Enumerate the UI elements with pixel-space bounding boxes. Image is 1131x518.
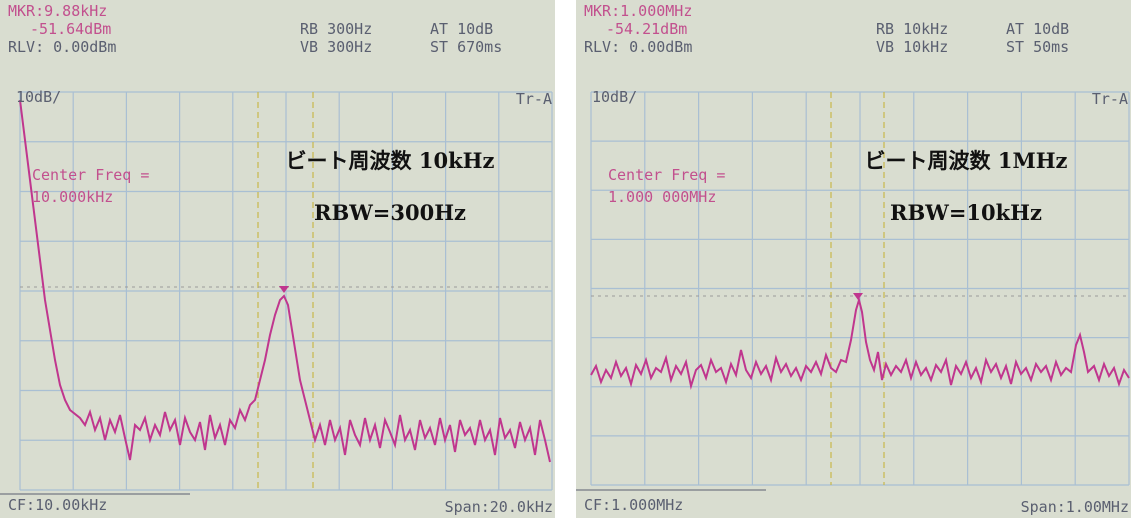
caption: RBW=300Hz <box>314 200 466 225</box>
marker-frequency: MKR:1.000MHz <box>584 2 692 20</box>
resolution-bandwidth: RB 300Hz <box>300 20 372 38</box>
center-frequency: CF:10.00kHz <box>8 496 107 514</box>
screen-bg <box>576 0 1131 518</box>
center-freq-label: Center Freq = <box>608 166 725 184</box>
trace-label: Tr-A <box>516 90 552 108</box>
marker-frequency: MKR:9.88kHz <box>8 2 107 20</box>
marker-level: -54.21dBm <box>606 20 687 38</box>
marker-level: -51.64dBm <box>30 20 111 38</box>
sweep-time: ST 50ms <box>1006 38 1069 56</box>
center-frequency: CF:1.000MHz <box>584 496 683 514</box>
scale: 10dB/ <box>592 88 637 106</box>
center-freq-label: Center Freq = <box>32 166 149 184</box>
scale: 10dB/ <box>16 88 61 106</box>
reference-level: RLV: 0.00dBm <box>584 38 692 56</box>
center-freq-value: 1.000 000MHz <box>608 188 716 206</box>
caption: ビート周波数 10kHz <box>286 148 495 173</box>
sweep-time: ST 670ms <box>430 38 502 56</box>
reference-level: RLV: 0.00dBm <box>8 38 116 56</box>
attenuation: AT 10dB <box>1006 20 1069 38</box>
span: Span:20.0kHz <box>445 498 553 516</box>
center-freq-value: 10.000kHz <box>32 188 113 206</box>
page: {"panels":[ {"marker_freq":"MKR:9.88kHz"… <box>0 0 1131 518</box>
resolution-bandwidth: RB 10kHz <box>876 20 948 38</box>
caption: RBW=10kHz <box>890 200 1042 225</box>
trace-label: Tr-A <box>1092 90 1128 108</box>
video-bandwidth: VB 10kHz <box>876 38 948 56</box>
video-bandwidth: VB 300Hz <box>300 38 372 56</box>
attenuation: AT 10dB <box>430 20 493 38</box>
span: Span:1.00MHz <box>1021 498 1129 516</box>
caption: ビート周波数 1MHz <box>865 148 1068 173</box>
